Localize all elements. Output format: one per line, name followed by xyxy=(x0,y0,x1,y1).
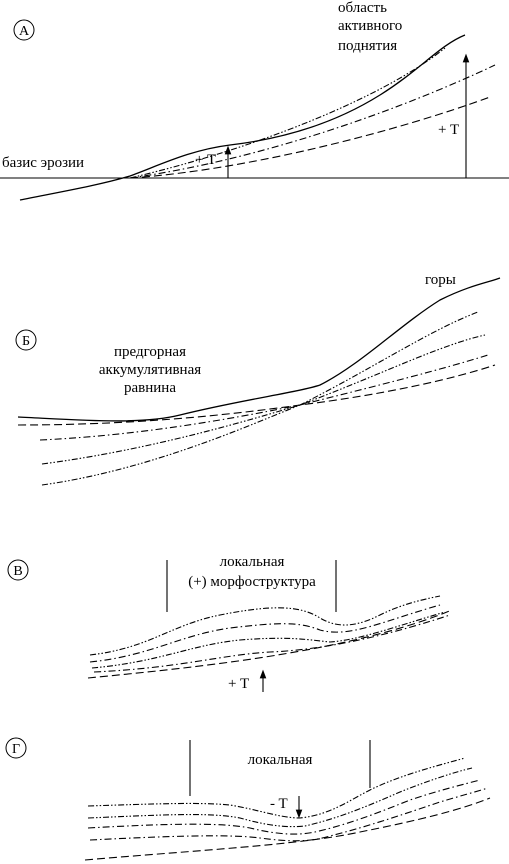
layer xyxy=(41,334,486,465)
panel-g: Г локальная - T xyxy=(5,737,491,861)
label-circle xyxy=(15,329,37,351)
label: активного xyxy=(338,18,402,34)
layer xyxy=(129,47,446,179)
label: поднятия xyxy=(338,38,397,54)
surface xyxy=(17,277,501,422)
label: область xyxy=(338,0,387,16)
layer xyxy=(89,787,489,842)
layer xyxy=(89,604,441,663)
panel-label: Б xyxy=(22,334,30,349)
label: предгорная xyxy=(114,344,186,360)
label: базис эрозии xyxy=(2,155,84,171)
panel-v: В локальная (+) морфоструктура + T xyxy=(7,554,453,692)
layer xyxy=(87,609,453,679)
label-circle xyxy=(5,737,27,759)
label-circle xyxy=(7,559,29,581)
layer xyxy=(129,96,491,179)
label: + T xyxy=(228,676,249,692)
layer xyxy=(91,611,446,669)
label: локальная xyxy=(248,752,313,768)
panel-a: А область активного поднятия базис эрози… xyxy=(0,0,509,201)
label: горы xyxy=(425,272,456,288)
label: локальная xyxy=(220,554,285,570)
layer xyxy=(84,797,491,861)
layer xyxy=(129,64,496,179)
layer xyxy=(17,364,496,426)
panel-b: Б горы предгорная аккумулятивная равнина xyxy=(15,272,501,486)
label: (+) морфоструктура xyxy=(188,574,316,590)
panel-label: А xyxy=(19,24,30,39)
layer xyxy=(87,757,466,819)
panel-label: В xyxy=(13,564,22,579)
surface xyxy=(19,34,466,201)
label: равнина xyxy=(124,380,176,396)
layer xyxy=(89,595,441,656)
label: - T xyxy=(270,796,288,812)
panel-label: Г xyxy=(12,742,20,757)
layer xyxy=(87,767,473,828)
layer xyxy=(93,614,451,673)
layer xyxy=(87,779,481,835)
label-circle xyxy=(13,19,35,41)
label: аккумулятивная xyxy=(99,362,201,378)
label: + T xyxy=(438,122,459,138)
layer xyxy=(41,311,479,486)
